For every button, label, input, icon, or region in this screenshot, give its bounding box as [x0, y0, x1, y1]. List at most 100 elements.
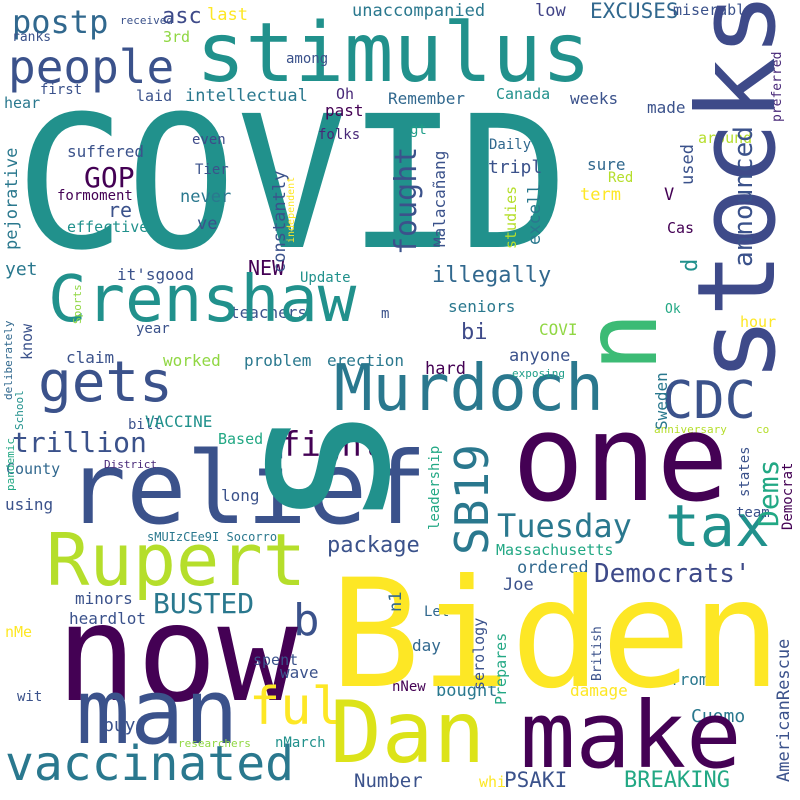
word: damage [570, 681, 628, 700]
word: Ok [665, 302, 681, 317]
word: miserabl [673, 1, 746, 19]
word: seniors [448, 297, 516, 316]
word: package [327, 533, 420, 558]
word: AmericanRescue [774, 638, 794, 782]
word: re [108, 198, 133, 222]
word: Murdoch [334, 352, 604, 426]
word: exposing [512, 367, 565, 380]
word: Number [354, 770, 423, 792]
word: pejorative [2, 147, 22, 250]
word: Daily [489, 137, 532, 153]
word: effective [67, 218, 149, 236]
word: Dems [752, 459, 785, 527]
word: ve [197, 214, 218, 234]
word: suffered [67, 142, 145, 161]
word: ordered [517, 558, 589, 578]
word: 3rd [163, 28, 191, 46]
word: make [520, 682, 742, 789]
word: Cuomo [691, 706, 746, 727]
word: co [756, 423, 770, 436]
word: claim [66, 348, 115, 367]
word: VACCINE [145, 412, 213, 431]
word: ful [249, 677, 343, 737]
word: year [136, 321, 170, 337]
word: excell [525, 183, 545, 245]
word: stimulus [196, 6, 591, 101]
word: Crenshaw [48, 263, 357, 337]
word: around [698, 129, 753, 147]
word: people [8, 40, 175, 94]
word: buy [103, 715, 136, 736]
word: bought [436, 681, 498, 701]
word: m [381, 306, 390, 322]
word: postp [12, 3, 109, 41]
word: bi [461, 320, 488, 345]
word: laid [136, 87, 173, 105]
word: states [737, 446, 753, 497]
word: formoment [57, 188, 133, 204]
word: Dan [330, 683, 486, 783]
word: Prepares [492, 632, 510, 705]
word: leadership [427, 445, 443, 530]
word: Rupert [46, 518, 307, 602]
word: unaccompanied [352, 1, 486, 21]
word: never [180, 187, 232, 207]
word: wave [280, 663, 319, 682]
word: researchers [178, 737, 251, 750]
word: District [104, 458, 157, 471]
word: among [286, 51, 329, 67]
word: fought [389, 146, 424, 255]
word: long [221, 486, 260, 505]
word: nMe [5, 623, 33, 641]
word: day [412, 636, 441, 655]
word: wit [17, 689, 43, 705]
word: sMUIzCEe9I Socorro [147, 530, 278, 544]
word: relief [66, 430, 428, 547]
word: announced [729, 126, 759, 267]
word: PSAKI [504, 768, 568, 792]
word: vaccinated [5, 736, 294, 792]
word: erection [327, 351, 405, 370]
word: nMarch [275, 735, 326, 751]
word: last [207, 5, 248, 25]
word: Update [300, 270, 351, 286]
word: Democrat [780, 462, 796, 530]
word: COVID [15, 77, 569, 291]
word: spent [253, 651, 299, 669]
word: trillion [12, 426, 147, 459]
word: problem [244, 351, 312, 370]
word: s [186, 400, 439, 532]
word: it'sgood [117, 265, 195, 284]
word: tripl [488, 157, 543, 178]
word: EXCUSES [590, 0, 679, 23]
word: Remember [388, 89, 466, 108]
word: gt [410, 122, 427, 138]
word: tax [665, 492, 770, 560]
word: hear [4, 94, 41, 112]
word: Tier [195, 162, 229, 178]
word: first [40, 82, 83, 98]
word: Sports [71, 284, 84, 324]
word: illegally [432, 263, 552, 288]
word: BUSTED [153, 587, 255, 620]
word: Oh [336, 85, 355, 103]
word: hour [740, 313, 777, 331]
word: past [325, 101, 364, 120]
word: V [664, 185, 675, 205]
word: Canada [496, 85, 551, 103]
word: hard [425, 359, 466, 379]
word: term [580, 185, 621, 205]
word: BREAKING [624, 768, 730, 793]
word: Cas [667, 219, 695, 237]
word: NEW [248, 256, 285, 280]
word: Malacañang [430, 150, 449, 247]
word: County [6, 460, 61, 478]
word: CDC [662, 371, 756, 431]
word: deliberately [2, 320, 15, 400]
word: SB19 [445, 444, 499, 555]
word: anyone [509, 346, 571, 366]
word: using [5, 495, 54, 514]
word: even [192, 132, 226, 148]
word: Joe [503, 575, 534, 595]
